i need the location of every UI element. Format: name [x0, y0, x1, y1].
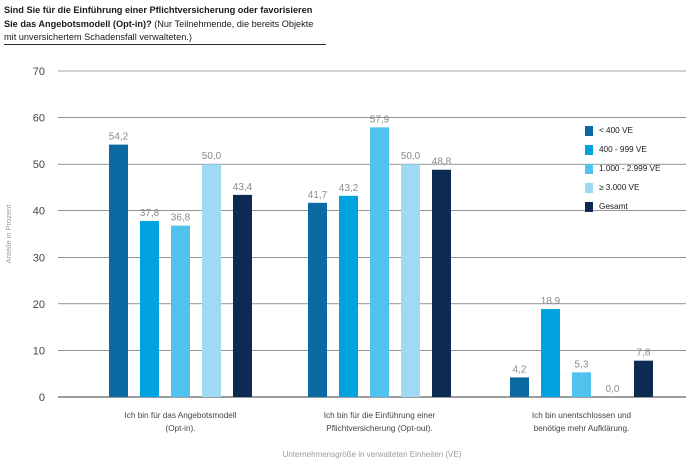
data-label: 57,9 [370, 114, 390, 125]
bar [339, 195, 358, 397]
y-tick-label: 60 [33, 113, 45, 125]
bar [140, 220, 159, 397]
legend-swatch [585, 163, 593, 174]
legend-label: 1.000 - 2.999 VE [599, 164, 661, 173]
y-tick-label: 40 [33, 206, 45, 218]
y-tick-label: 20 [33, 299, 45, 311]
legend-label: 400 - 999 VE [599, 145, 647, 154]
data-label: 7,8 [637, 348, 651, 359]
legend-label: < 400 VE [599, 126, 633, 135]
data-label: 43,4 [233, 182, 253, 193]
data-label: 36,8 [171, 213, 191, 224]
legend-swatch [585, 144, 593, 155]
chart-title-note: (Nur Teilnehmende, die bereits Objekte m… [4, 18, 314, 43]
category-label: (Opt-in). [165, 424, 195, 433]
bar [510, 377, 529, 397]
y-tick-label: 10 [33, 345, 45, 357]
data-label: 0,0 [606, 384, 620, 395]
data-label: 50,0 [202, 151, 222, 162]
category-label: benötige mehr Aufklärung. [534, 424, 630, 433]
bar [401, 164, 420, 397]
y-tick-label: 50 [33, 159, 45, 171]
legend-swatch [585, 201, 593, 212]
data-label: 48,8 [432, 157, 452, 168]
bar [202, 164, 221, 397]
data-label: 41,7 [308, 190, 328, 201]
bar [233, 194, 252, 397]
data-label: 4,2 [513, 364, 527, 375]
y-tick-label: 30 [33, 252, 45, 264]
category-label: Ich bin für das Angebotsmodell [125, 411, 237, 420]
bar [572, 372, 591, 397]
bar [432, 169, 451, 397]
bar [370, 127, 389, 397]
category-label: Pflichtversicherung (Opt-out). [326, 424, 432, 433]
category-label: Ich bin unentschlossen und [532, 411, 632, 420]
legend: < 400 VE 400 - 999 VE 1.000 - 2.999 VE ≥ 3.… [585, 121, 660, 216]
title-divider [4, 44, 326, 45]
bar [634, 360, 653, 397]
legend-item: < 400 VE [585, 121, 660, 140]
x-axis-label: Unternehmensgröße in verwalteten Einheit… [283, 450, 462, 459]
data-label: 18,9 [541, 296, 561, 307]
chart-title-question: Sind Sie für die Einführung einer Pflich… [4, 5, 313, 29]
data-label: 50,0 [401, 151, 421, 162]
category-label: Ich bin für die Einführung einer [324, 411, 436, 420]
bar [541, 308, 560, 397]
y-tick-label: 0 [39, 392, 45, 404]
legend-swatch [585, 182, 593, 193]
legend-item: ≥ 3.000 VE [585, 178, 660, 197]
bar [308, 202, 327, 397]
bar [171, 225, 190, 397]
data-label: 54,2 [109, 132, 129, 143]
legend-swatch [585, 125, 593, 136]
bar [109, 144, 128, 397]
data-label: 43,2 [339, 183, 359, 194]
legend-item: 1.000 - 2.999 VE [585, 159, 660, 178]
data-label: 5,3 [575, 359, 589, 370]
legend-label: ≥ 3.000 VE [599, 183, 640, 192]
legend-item: 400 - 999 VE [585, 140, 660, 159]
chart-title: Sind Sie für die Einführung einer Pflich… [4, 4, 326, 45]
y-tick-label: 70 [33, 66, 45, 78]
data-label: 37,8 [140, 208, 160, 219]
y-axis-label: Anteile in Prozent [4, 204, 13, 264]
legend-item: Gesamt [585, 197, 660, 216]
legend-label: Gesamt [599, 202, 628, 211]
